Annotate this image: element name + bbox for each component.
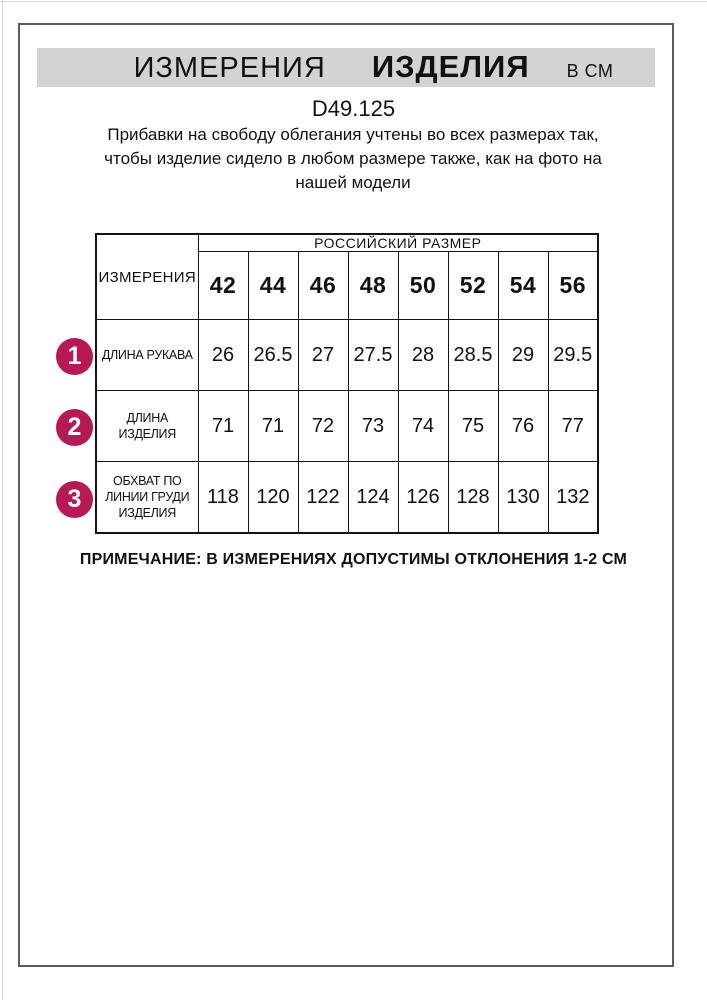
table-row-sizes: 42 44 46 48 50 52 54 56	[96, 251, 599, 320]
value-cell: 124	[347, 461, 399, 534]
value-cell: 118	[197, 461, 249, 534]
size-header-cell: 44	[247, 251, 299, 320]
value-cell: 26.5	[247, 319, 299, 391]
value-cell: 122	[297, 461, 349, 534]
fit-description: Прибавки на свободу облегания учтены во …	[104, 125, 602, 192]
row-number-badge-2: 2	[56, 409, 93, 446]
title-word-measurements: ИЗМЕРЕНИЯ	[133, 52, 326, 84]
table-row-sleeve-length: ДЛИНА РУКАВА 26 26.5 27 27.5 28 28.5 29 …	[95, 319, 599, 391]
row-number-badge-3: 3	[56, 481, 93, 518]
page-top-edge-line	[0, 1, 707, 2]
size-header-cell: 50	[397, 251, 449, 320]
size-header-cell: 46	[297, 251, 349, 320]
row-label-sleeve-length: ДЛИНА РУКАВА	[95, 319, 199, 391]
row-label-product-length: ДЛИНА ИЗДЕЛИЯ	[95, 390, 199, 462]
size-header-cell: 54	[497, 251, 549, 320]
value-cell: 26	[197, 319, 249, 391]
size-header-cell: 56	[547, 251, 599, 320]
value-cell: 27.5	[347, 319, 399, 391]
value-cell: 28	[397, 319, 449, 391]
value-cell: 126	[397, 461, 449, 534]
value-cell: 29.5	[547, 319, 599, 391]
row-label-chest-girth: ОБХВАТ ПО ЛИНИИ ГРУДИ ИЗДЕЛИЯ	[95, 461, 199, 534]
table-row-group-header: ИЗМЕРЕНИЯ РОССИЙСКИЙ РАЗМЕР	[95, 233, 599, 320]
size-header-cell: 52	[447, 251, 499, 320]
size-table: ИЗМЕРЕНИЯ РОССИЙСКИЙ РАЗМЕР 42 44 46 48 …	[95, 233, 600, 534]
value-cell: 73	[347, 390, 399, 462]
value-cell: 128	[447, 461, 499, 534]
value-cell: 28.5	[447, 319, 499, 391]
size-header-cell: 42	[197, 251, 249, 320]
value-cell: 74	[397, 390, 449, 462]
title-unit-cm: В СМ	[566, 61, 614, 81]
russian-size-header-cell: РОССИЙСКИЙ РАЗМЕР	[197, 233, 599, 252]
table-row-chest-girth: ОБХВАТ ПО ЛИНИИ ГРУДИ ИЗДЕЛИЯ 118 120 12…	[95, 461, 599, 534]
tolerance-note: ПРИМЕЧАНИЕ: В ИЗМЕРЕНИЯХ ДОПУСТИМЫ ОТКЛО…	[79, 551, 628, 568]
value-cell: 75	[447, 390, 499, 462]
model-code: D49.125	[311, 96, 396, 121]
value-cell: 76	[497, 390, 549, 462]
measurements-header-cell: ИЗМЕРЕНИЯ	[95, 233, 199, 320]
value-cell: 29	[497, 319, 549, 391]
value-cell: 130	[497, 461, 549, 534]
page-left-edge-line	[2, 0, 3, 1000]
value-cell: 27	[297, 319, 349, 391]
value-cell: 71	[197, 390, 249, 462]
value-cell: 132	[547, 461, 599, 534]
row-number-badge-1: 1	[56, 338, 93, 375]
size-header-cell: 48	[347, 251, 399, 320]
value-cell: 120	[247, 461, 299, 534]
value-cell: 77	[547, 390, 599, 462]
table-row-product-length: ДЛИНА ИЗДЕЛИЯ 71 71 72 73 74 75 76 77	[95, 390, 599, 462]
title-bar: ИЗМЕРЕНИЯ ИЗДЕЛИЯ В СМ	[37, 48, 655, 87]
title-word-product: ИЗДЕЛИЯ	[371, 49, 530, 84]
value-cell: 72	[297, 390, 349, 462]
value-cell: 71	[247, 390, 299, 462]
